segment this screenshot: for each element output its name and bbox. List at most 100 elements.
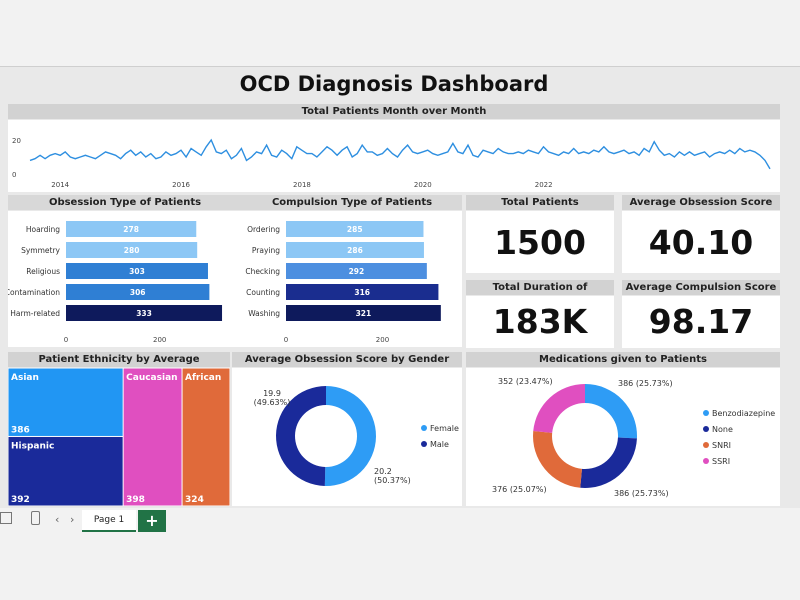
panel-ethnicity: Asian 386 Hispanic 392 Caucasian 398 African 32… — [8, 368, 230, 506]
legend-label: Benzodiazepine — [712, 409, 775, 418]
card-total-patients: 1500 — [466, 211, 614, 273]
treemap-label: African — [185, 373, 221, 383]
x-tick-label: 0 — [64, 336, 68, 344]
x-tick-label: 200 — [376, 336, 389, 344]
data-label: 321 — [356, 309, 372, 318]
kpi-avg-compulsion: 98.17 — [648, 302, 754, 341]
category-label: Symmetry — [21, 246, 60, 255]
x-tick-label: 200 — [153, 336, 166, 344]
data-label: 20.2 — [374, 467, 392, 476]
next-page-icon[interactable]: › — [70, 513, 75, 526]
category-label: Washing — [248, 309, 280, 318]
data-label: 386 (25.73%) — [618, 379, 673, 388]
treemap-value: 386 — [11, 425, 30, 435]
legend-label: SNRI — [712, 441, 731, 450]
x-tick-label: 2018 — [293, 181, 311, 189]
desktop-view-icon[interactable] — [0, 512, 12, 524]
category-label: Religious — [26, 267, 60, 276]
category-label: Checking — [245, 267, 280, 276]
treemap-label: Caucasian — [126, 373, 177, 383]
dashboard-title: OCD Diagnosis Dashboard — [239, 72, 549, 96]
panel-medications: 386 (25.73%) 386 (25.73%) 376 (25.07%) 352 … — [466, 368, 780, 506]
tab-page-1[interactable]: Page 1 — [82, 510, 136, 532]
panel-compulsion: Ordering 285 Praying 286 Checking 292 Counting… — [242, 211, 462, 347]
treemap-cell — [123, 368, 182, 506]
donut-slice — [276, 386, 326, 486]
header-medications: Medications given to Patients — [466, 352, 780, 367]
add-page-button[interactable]: + — [138, 510, 166, 532]
header-total-patients: Total Patients — [466, 195, 614, 210]
header-monthly: Total Patients Month over Month — [8, 104, 780, 119]
app-top-area — [0, 0, 800, 66]
bar — [66, 242, 198, 258]
data-label: 286 — [347, 246, 363, 255]
category-label: Harm-related — [10, 309, 60, 318]
header-obsession: Obsession Type of Patients — [8, 195, 242, 210]
data-label: 306 — [130, 288, 146, 297]
x-tick-label: 2022 — [535, 181, 553, 189]
panel-monthly: 0 20 2014 2016 2018 2020 2022 — [8, 120, 780, 192]
header-gender: Average Obsession Score by Gender — [232, 352, 462, 367]
gender-donut-chart: 20.2(50.37%) 19.9(49.63%) Female Male — [254, 386, 459, 486]
bar — [66, 305, 223, 321]
kpi-total-duration: 183K — [492, 302, 588, 341]
bar — [286, 284, 439, 300]
bar — [286, 221, 424, 237]
ethnicity-treemap: Asian 386 Hispanic 392 Caucasian 398 African 32… — [8, 368, 230, 506]
data-label: 19.9 — [263, 389, 281, 398]
series-line — [29, 138, 771, 170]
card-total-duration: 183K — [466, 296, 614, 348]
donut-slice — [580, 437, 637, 488]
bar — [66, 284, 210, 300]
legend-marker — [421, 441, 427, 447]
y-tick-label: 20 — [12, 137, 21, 145]
legend-label: Male — [430, 440, 449, 449]
header-avg-obsession: Average Obsession Score — [622, 195, 780, 210]
legend-marker — [703, 426, 709, 432]
legend-label: Female — [430, 424, 459, 433]
data-label: 352 (23.47%) — [498, 377, 553, 386]
header-compulsion: Compulsion Type of Patients — [242, 195, 462, 210]
kpi-avg-obsession: 40.10 — [648, 223, 754, 262]
treemap-cell — [182, 368, 230, 506]
treemap-value: 398 — [126, 495, 145, 505]
card-avg-compulsion: 98.17 — [622, 296, 780, 348]
header-avg-compulsion: Average Compulsion Score — [622, 280, 780, 295]
bar — [66, 221, 197, 237]
prev-page-icon[interactable]: ‹ — [55, 513, 60, 526]
data-label: 386 (25.73%) — [614, 489, 669, 498]
monthly-line-chart: 0 20 2014 2016 2018 2020 2022 — [12, 137, 771, 189]
header-total-duration: Total Duration of Symptoms — [466, 280, 614, 308]
treemap-label: Asian — [11, 373, 39, 383]
medications-donut-chart: 386 (25.73%) 386 (25.73%) 376 (25.07%) 352 … — [492, 377, 775, 498]
category-label: Counting — [246, 288, 280, 297]
donut-slice — [585, 384, 637, 439]
compulsion-bar-chart: Ordering 285 Praying 286 Checking 292 Counting… — [245, 221, 441, 344]
obsession-bar-chart: Hoarding 278 Symmetry 280 Religious 303 Contam… — [5, 221, 223, 344]
data-label: 285 — [347, 225, 363, 234]
treemap-value: 392 — [11, 495, 30, 505]
donut-slice — [533, 384, 585, 433]
legend-marker — [703, 410, 709, 416]
bar — [286, 242, 424, 258]
mobile-view-icon[interactable] — [31, 511, 40, 525]
category-label: Contamination — [8, 288, 60, 297]
x-tick-label: 2020 — [414, 181, 432, 189]
data-label: (50.37%) — [374, 476, 411, 485]
data-label: 376 (25.07%) — [492, 485, 547, 494]
data-label: 333 — [136, 309, 152, 318]
panel-obsession: Hoarding 278 Symmetry 280 Religious 303 Contam… — [5, 211, 242, 347]
y-tick-label: 0 — [12, 171, 16, 179]
x-tick-label: 2014 — [51, 181, 69, 189]
data-label: 303 — [129, 267, 145, 276]
treemap-cell — [8, 436, 123, 506]
donut-slice — [533, 430, 582, 488]
x-tick-label: 2016 — [172, 181, 190, 189]
x-tick-label: 0 — [284, 336, 288, 344]
legend-label: None — [712, 425, 733, 434]
bar — [286, 263, 427, 279]
data-label: 316 — [354, 288, 370, 297]
header-ethnicity: Patient Ethnicity by Average Obsession S… — [8, 352, 230, 380]
data-label: 278 — [123, 225, 139, 234]
card-avg-obsession: 40.10 — [622, 211, 780, 273]
